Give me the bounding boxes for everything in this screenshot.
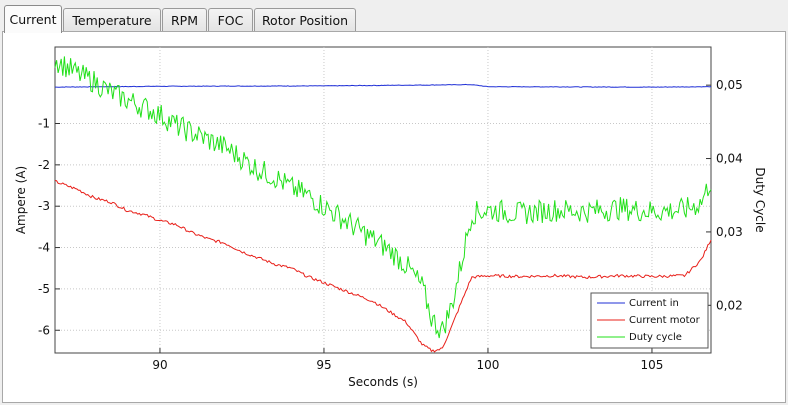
legend-label-duty-cycle: Duty cycle <box>629 332 682 343</box>
x-tick-label: 90 <box>152 358 167 372</box>
tab-current[interactable]: Current <box>4 5 62 33</box>
y2-tick-label: 0,04 <box>716 152 743 166</box>
x-tick-label: 95 <box>316 358 331 372</box>
x-axis-label: Seconds (s) <box>348 375 418 389</box>
y2-axis-label: Duty Cycle <box>753 167 767 232</box>
series <box>54 56 712 353</box>
legend-label-current-motor: Current motor <box>629 315 701 326</box>
series-current-motor <box>54 180 712 353</box>
tab-rotor-position[interactable]: Rotor Position <box>254 8 356 32</box>
x-tick-label: 105 <box>641 358 664 372</box>
y2-tick-label: 0,03 <box>716 225 743 239</box>
tab-rpm[interactable]: RPM <box>162 8 207 32</box>
y2-tick-label: 0,05 <box>716 78 743 92</box>
tab-temperature[interactable]: Temperature <box>63 8 161 32</box>
y-axis-label: Ampere (A) <box>14 166 28 234</box>
y-tick-label: -1 <box>38 117 50 131</box>
y-tick-label: -3 <box>38 199 50 213</box>
legend: Current in Current motor Duty cycle <box>590 292 709 349</box>
y-tick-label: -5 <box>38 282 50 296</box>
legend-label-current-in: Current in <box>629 298 679 309</box>
ticks: 90 95 100 105 -1 -2 -3 -4 -5 -6 0,05 0,04 0,03 0,02 <box>38 78 743 372</box>
x-tick-label: 100 <box>477 358 500 372</box>
y2-tick-label: 0,02 <box>716 298 743 312</box>
y-tick-label: -4 <box>38 241 50 255</box>
series-duty-cycle <box>54 56 712 339</box>
series-current-in <box>55 83 712 88</box>
y-tick-label: -6 <box>38 323 50 337</box>
tab-foc[interactable]: FOC <box>208 8 253 32</box>
y-tick-label: -2 <box>38 158 50 172</box>
tab-bar: Current Temperature RPM FOC Rotor Positi… <box>0 0 788 33</box>
